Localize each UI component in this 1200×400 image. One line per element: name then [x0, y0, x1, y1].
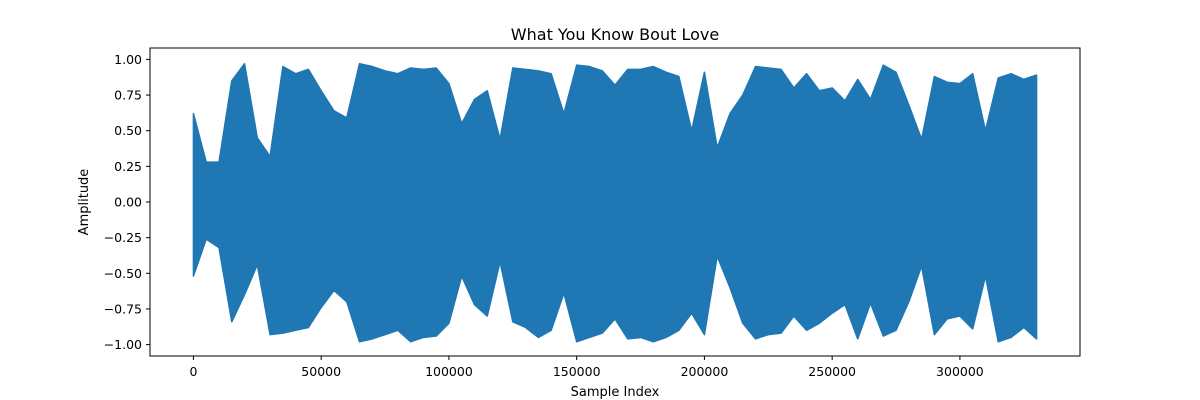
y-tick-label: −0.25 — [104, 230, 142, 245]
y-axis-label: Amplitude — [77, 169, 92, 236]
plot-area — [192, 62, 1038, 343]
chart-title: What You Know Bout Love — [511, 25, 719, 44]
y-tick-label: 1.00 — [114, 52, 142, 67]
x-tick-label: 250000 — [808, 364, 856, 379]
waveform-series-0 — [192, 62, 1038, 343]
x-tick-label: 100000 — [425, 364, 473, 379]
y-tick-label: 0.75 — [114, 88, 142, 103]
y-tick-label: 0.50 — [114, 123, 142, 138]
x-tick-label: 0 — [189, 364, 197, 379]
y-tick-label: −1.00 — [104, 337, 142, 352]
y-tick-label: −0.50 — [104, 266, 142, 281]
x-tick-label: 150000 — [553, 364, 601, 379]
x-axis-label: Sample Index — [571, 385, 660, 400]
y-tick-label: −0.75 — [104, 301, 142, 316]
y-tick-label: 0.00 — [114, 195, 142, 210]
axis-ticks: 0 50000 100000 150000 200000 250000 300000 −1.0… — [104, 52, 984, 379]
x-tick-label: 200000 — [681, 364, 729, 379]
x-tick-label: 50000 — [301, 364, 341, 379]
x-tick-label: 300000 — [936, 364, 984, 379]
y-tick-label: 0.25 — [114, 159, 142, 174]
